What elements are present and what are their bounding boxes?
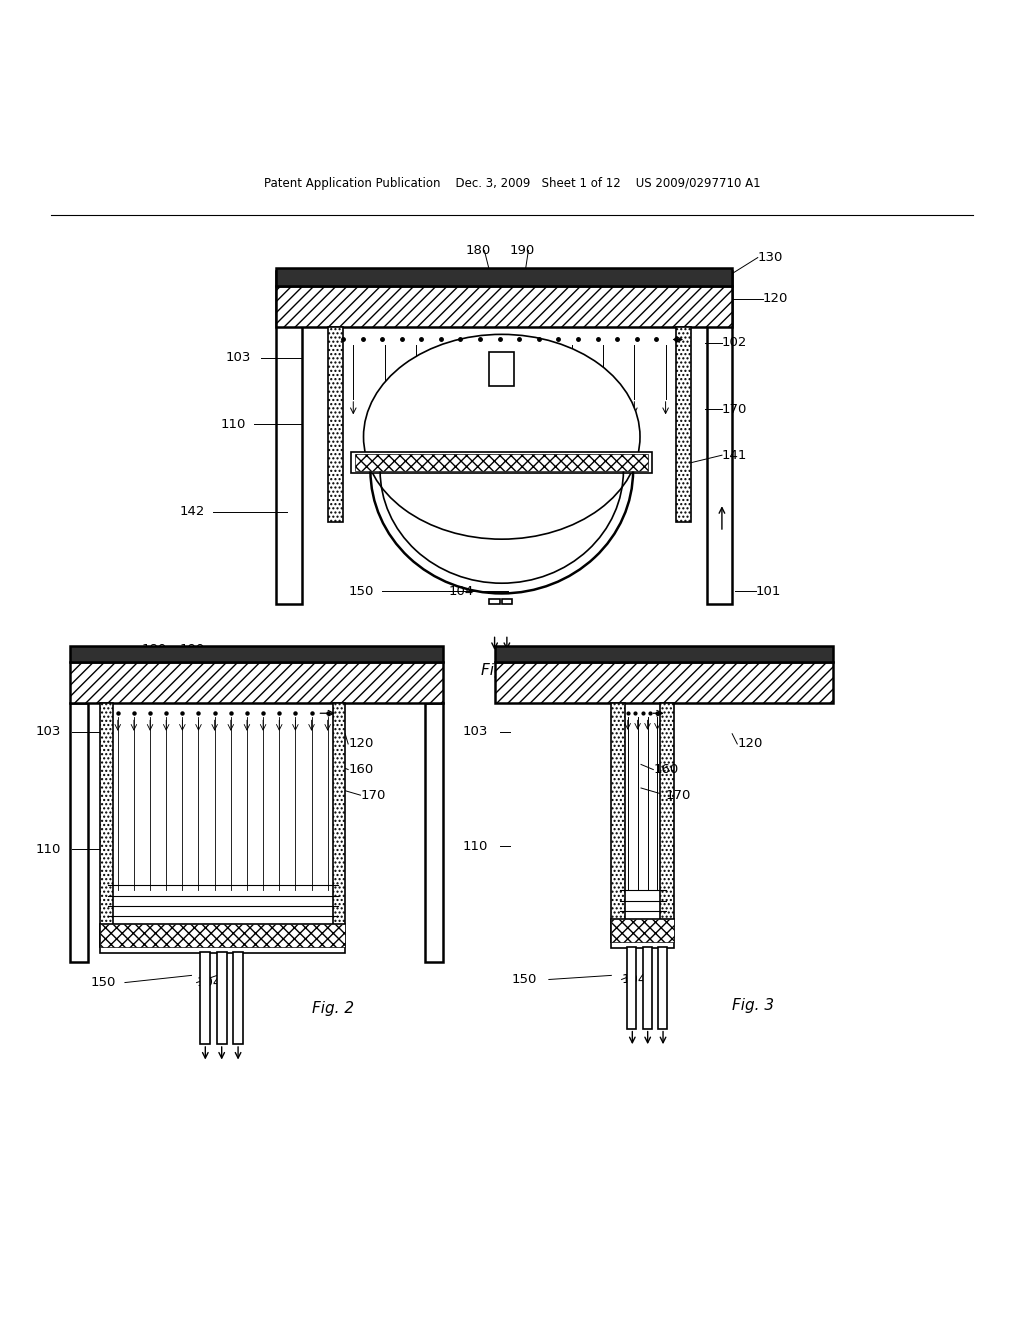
Bar — [233, 952, 244, 1044]
Text: 141: 141 — [722, 449, 748, 462]
Text: 160: 160 — [348, 763, 374, 776]
Text: Fig. 2: Fig. 2 — [312, 1001, 354, 1015]
Text: 180: 180 — [466, 244, 492, 257]
Text: Fig. 3: Fig. 3 — [732, 998, 774, 1012]
Text: 142: 142 — [179, 506, 205, 517]
Bar — [70, 663, 443, 704]
Text: 120: 120 — [737, 738, 763, 751]
Bar — [676, 327, 691, 521]
Text: 120: 120 — [348, 738, 374, 751]
Bar — [351, 453, 652, 473]
Text: 101: 101 — [756, 585, 781, 598]
Text: 110: 110 — [463, 840, 488, 853]
Text: 110: 110 — [220, 418, 246, 430]
Text: 103: 103 — [225, 351, 251, 364]
Bar — [276, 286, 732, 327]
Bar — [328, 327, 343, 521]
Bar — [276, 271, 302, 603]
Text: 190: 190 — [179, 643, 205, 656]
Text: 180: 180 — [141, 643, 167, 656]
Bar — [100, 924, 345, 946]
Bar — [100, 704, 113, 946]
Bar — [489, 598, 500, 603]
Bar — [611, 704, 625, 941]
Text: 180: 180 — [561, 647, 587, 659]
Text: 102: 102 — [722, 337, 748, 348]
Text: 160: 160 — [408, 428, 433, 441]
Bar — [643, 946, 651, 1028]
Bar — [333, 704, 345, 946]
Bar — [707, 271, 732, 603]
Text: 103: 103 — [463, 725, 488, 738]
Text: 170: 170 — [360, 788, 386, 801]
Bar — [611, 919, 674, 941]
Bar — [627, 946, 636, 1028]
Text: 150: 150 — [90, 975, 116, 989]
Text: 150: 150 — [348, 585, 374, 598]
Bar — [489, 351, 514, 385]
Text: 104: 104 — [449, 585, 474, 598]
Text: 190: 190 — [510, 244, 536, 257]
Text: 104: 104 — [622, 973, 647, 986]
Bar — [495, 663, 833, 704]
Bar — [100, 924, 345, 953]
Bar — [70, 704, 88, 962]
Bar — [355, 454, 648, 470]
Bar — [70, 645, 443, 663]
Text: 130: 130 — [758, 251, 783, 264]
Text: Patent Application Publication    Dec. 3, 2009   Sheet 1 of 12    US 2009/029771: Patent Application Publication Dec. 3, 2… — [264, 177, 760, 190]
Text: 130: 130 — [737, 653, 763, 667]
Bar — [660, 704, 674, 941]
Text: 110: 110 — [36, 843, 61, 855]
Text: 120: 120 — [763, 292, 788, 305]
Bar — [217, 952, 227, 1044]
Text: Fig. 1: Fig. 1 — [480, 663, 523, 677]
Ellipse shape — [364, 334, 640, 539]
Bar — [201, 952, 211, 1044]
Text: 130: 130 — [300, 649, 326, 663]
Bar — [495, 645, 833, 663]
Bar — [276, 268, 732, 286]
Text: 170: 170 — [666, 788, 691, 801]
Text: 170: 170 — [722, 403, 748, 416]
Text: 160: 160 — [653, 763, 679, 776]
Text: 103: 103 — [36, 725, 61, 738]
Text: 150: 150 — [512, 973, 538, 986]
Bar — [425, 704, 443, 962]
Text: 190: 190 — [606, 653, 632, 667]
Bar — [657, 946, 668, 1028]
Text: 104: 104 — [197, 975, 222, 989]
Bar — [611, 919, 674, 948]
Bar — [502, 598, 512, 603]
